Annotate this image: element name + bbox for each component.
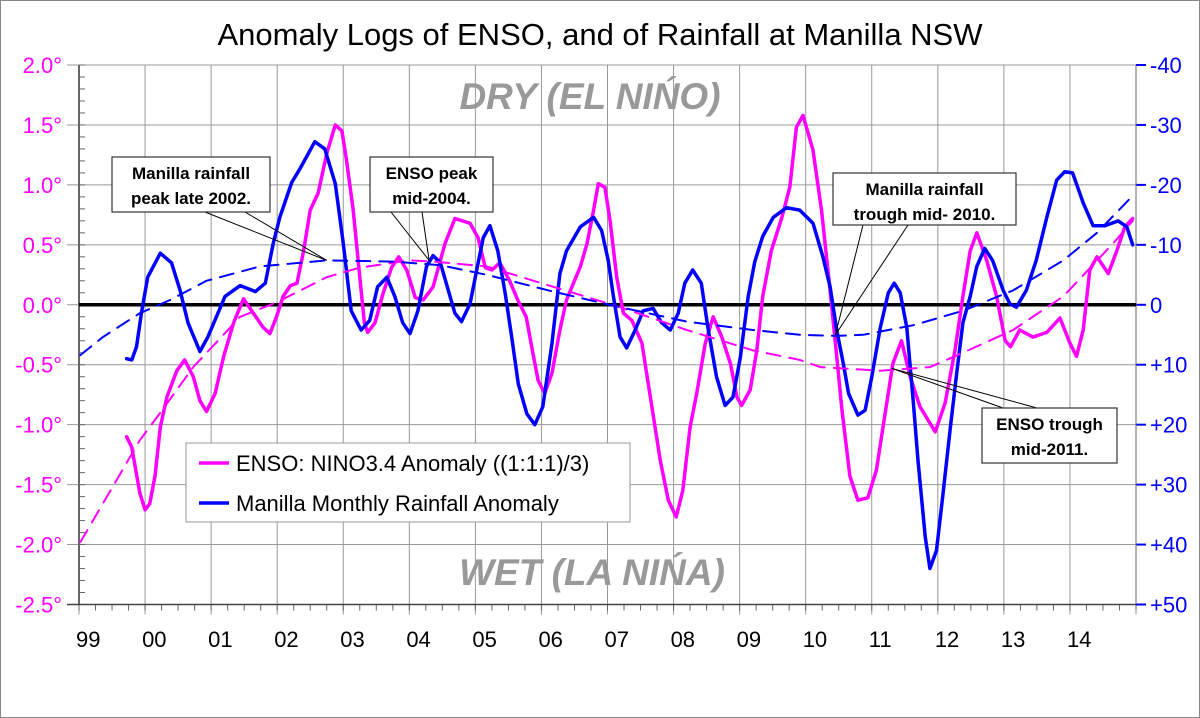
legend-entry-label: Manilla Monthly Rainfall Anomaly bbox=[236, 491, 559, 516]
y-right-tick-label: -10 bbox=[1150, 233, 1182, 258]
x-tick-label: 10 bbox=[803, 627, 827, 652]
y-right-tick-label: 0 bbox=[1150, 293, 1162, 318]
y-right-tick-label: -20 bbox=[1150, 173, 1182, 198]
dry-el-nino-label: DRY (EL NIŃO) bbox=[459, 76, 720, 117]
callout-leader-line bbox=[421, 211, 430, 261]
series-line-enso bbox=[124, 113, 1135, 519]
legend: ENSO: NINO3.4 Anomaly ((1:1:1)/3) Manilla… bbox=[185, 442, 631, 523]
callout-text: ENSO trough bbox=[996, 415, 1103, 434]
x-tick-label: 12 bbox=[935, 627, 959, 652]
callout-box bbox=[981, 407, 1118, 464]
chart-title: Anomaly Logs of ENSO, and of Rainfall at… bbox=[217, 17, 983, 52]
y-left-tick-label: -0.5° bbox=[15, 353, 62, 378]
y-left-tick-label: 2.0° bbox=[23, 53, 62, 78]
x-tick-label: 14 bbox=[1067, 627, 1091, 652]
x-tick-label: 04 bbox=[406, 627, 430, 652]
callout-box bbox=[111, 156, 271, 213]
callout-text: peak late 2002. bbox=[131, 189, 251, 208]
x-tick-label: 02 bbox=[274, 627, 298, 652]
y-left-tick-label: 1.5° bbox=[23, 113, 62, 138]
x-tick-label: 07 bbox=[605, 627, 629, 652]
legend-box bbox=[185, 442, 631, 523]
trend-line-enso bbox=[79, 219, 1134, 544]
x-tick-label: 11 bbox=[869, 627, 892, 652]
annotation-callout: Manilla rainfall peak late 2002. bbox=[111, 156, 327, 261]
y-left-tick-label: -1.5° bbox=[15, 473, 62, 498]
callout-leader-line bbox=[244, 211, 327, 261]
annotation-callout: ENSO trough mid-2011. bbox=[891, 367, 1118, 464]
x-tick-label: 13 bbox=[1001, 627, 1025, 652]
trend-line-rainfall bbox=[79, 194, 1134, 357]
y-left-tick-label: 0.0° bbox=[23, 293, 62, 318]
callout-leader-line bbox=[891, 367, 1004, 409]
y-right-tick-label: -30 bbox=[1150, 113, 1182, 138]
x-tick-label: 09 bbox=[737, 627, 761, 652]
y-left-tick-label: -2.5° bbox=[15, 593, 62, 618]
y-left-tick-label: -1.0° bbox=[15, 413, 62, 438]
annotation-callout: Manilla rainfall trough mid- 2010. bbox=[832, 172, 1017, 336]
series-line-rainfall bbox=[124, 139, 1135, 571]
callout-text: Manilla rainfall bbox=[865, 180, 983, 199]
callout-box bbox=[369, 156, 494, 213]
callout-leader-line bbox=[834, 224, 864, 335]
callout-text: ENSO peak bbox=[386, 164, 478, 183]
y-right-tick-label: +50 bbox=[1150, 593, 1187, 618]
legend-entry-label: ENSO: NINO3.4 Anomaly ((1:1:1)/3) bbox=[236, 451, 589, 476]
x-tick-label: 00 bbox=[142, 627, 166, 652]
callout-text: mid-2004. bbox=[392, 189, 470, 208]
callout-text: Manilla rainfall bbox=[132, 164, 250, 183]
annotation-callout: ENSO peak mid-2004. bbox=[369, 156, 494, 261]
y-right-tick-label: +30 bbox=[1150, 473, 1187, 498]
y-right-tick-label: -40 bbox=[1150, 53, 1182, 78]
callout-text: mid-2011. bbox=[1011, 440, 1089, 459]
callout-leader-line bbox=[834, 224, 909, 336]
x-tick-label: 05 bbox=[472, 627, 496, 652]
y-left-tick-label: -2.0° bbox=[15, 533, 62, 558]
callout-leader-line bbox=[204, 211, 327, 261]
y-right-tick-label: +40 bbox=[1150, 533, 1187, 558]
x-tick-label: 03 bbox=[340, 627, 364, 652]
x-tick-label: 08 bbox=[671, 627, 695, 652]
y-left-tick-label: 1.0° bbox=[23, 173, 62, 198]
x-tick-label: 06 bbox=[538, 627, 562, 652]
x-tick-label: 01 bbox=[208, 627, 232, 652]
x-tick-label: 99 bbox=[76, 627, 100, 652]
callout-text: trough mid- 2010. bbox=[854, 205, 996, 224]
y-right-tick-label: +20 bbox=[1150, 413, 1187, 438]
y-left-tick-label: 0.5° bbox=[23, 233, 62, 258]
y-right-tick-label: +10 bbox=[1150, 353, 1187, 378]
callout-leader-line bbox=[891, 367, 1038, 409]
callout-box bbox=[832, 172, 1017, 226]
callout-leader-line bbox=[390, 211, 430, 261]
wet-la-nina-label: WET (LA NIŃA) bbox=[459, 552, 725, 593]
